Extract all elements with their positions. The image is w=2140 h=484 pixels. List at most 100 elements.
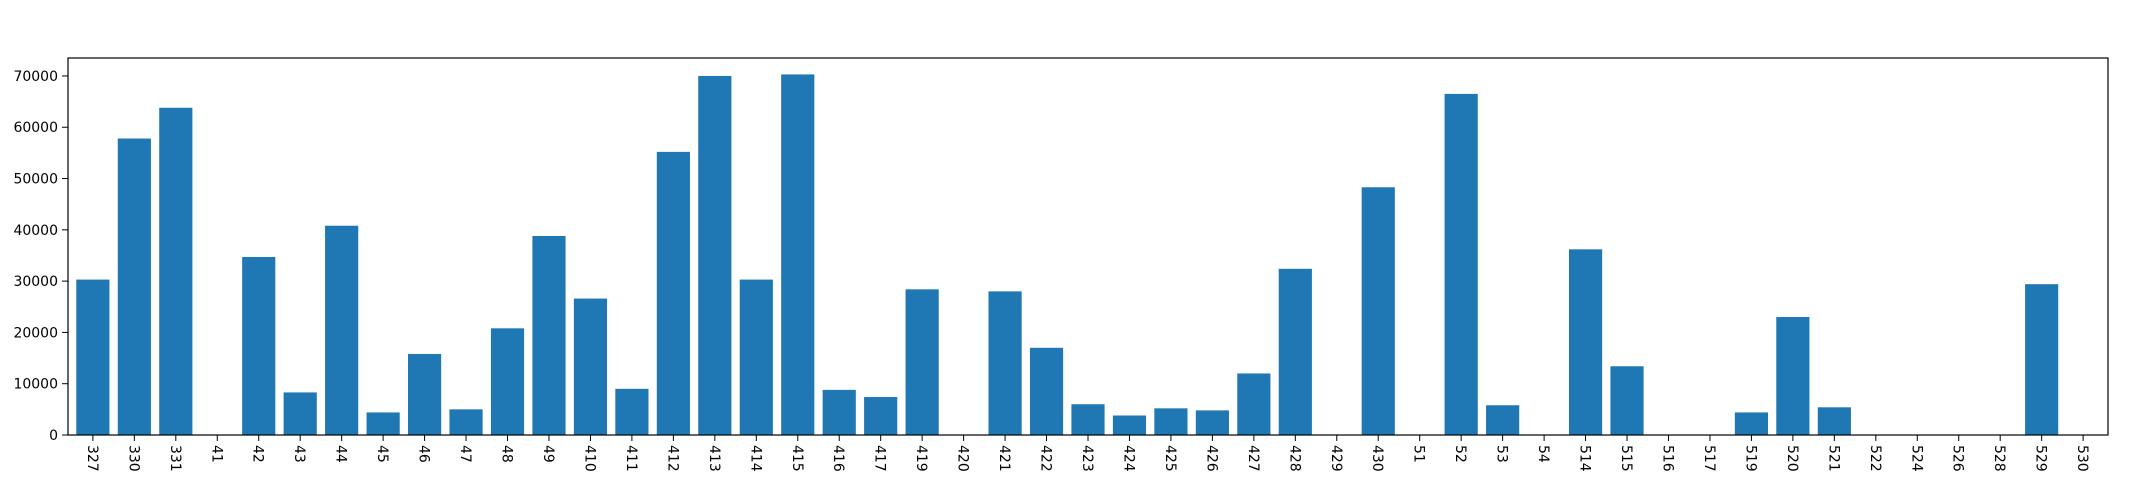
y-tick-label: 30000 [13,274,58,290]
bar-417 [864,397,898,435]
x-tick-label: 47 [457,445,473,463]
bar-331 [159,107,193,436]
x-tick-label: 415 [789,445,805,472]
bar-416 [822,389,856,435]
bar-46 [408,353,442,435]
x-tick-label: 426 [1203,445,1219,472]
x-tick-label: 411 [623,445,639,472]
x-tick-label: 41 [208,445,224,463]
x-tick-label: 53 [1494,445,1510,463]
bar-413 [698,75,732,435]
bar-47 [449,409,483,435]
bar-48 [490,328,525,435]
bar-415 [781,74,815,435]
bar-419 [905,289,939,435]
x-tick-label: 529 [2033,445,2049,472]
x-tick-label: 424 [1120,445,1136,472]
x-tick-label: 522 [1867,445,1883,472]
x-tick-label: 520 [1784,445,1800,472]
x-tick-label: 45 [374,445,390,463]
bar-44 [325,225,359,435]
x-tick-label: 428 [1286,445,1302,472]
x-tick-label: 422 [1038,445,1054,472]
x-tick-label: 516 [1659,445,1675,472]
y-tick-label: 60000 [13,120,58,136]
bar-430 [1361,187,1395,435]
y-tick-label: 10000 [13,377,58,393]
x-tick-label: 519 [1742,445,1758,472]
bar-45 [366,412,400,435]
x-tick-label: 419 [913,445,929,472]
x-tick-label: 413 [706,445,722,472]
x-tick-label: 51 [1411,445,1427,463]
bar-428 [1278,268,1312,435]
bar-42 [242,257,276,435]
x-tick-label: 42 [250,445,266,463]
bar-422 [1029,347,1064,435]
bar-520 [1776,317,1810,435]
bar-423 [1071,404,1105,435]
bar-52 [1444,93,1478,436]
x-tick-label: 52 [1452,445,1468,463]
x-tick-label: 417 [872,445,888,472]
y-tick-label: 70000 [13,69,58,85]
x-tick-label: 514 [1577,445,1593,472]
x-tick-label: 330 [125,445,141,472]
x-tick-label: 517 [1701,445,1717,472]
x-tick-label: 48 [499,445,515,463]
bar-43 [283,392,317,435]
bar-53 [1486,405,1520,435]
bar-414 [739,279,773,435]
x-tick-label: 49 [540,445,556,463]
x-tick-label: 416 [830,445,846,472]
x-tick-label: 331 [167,445,183,472]
x-tick-label: 524 [1908,445,1924,472]
bar-410 [573,298,608,435]
bar-412 [656,151,690,436]
x-tick-label: 526 [1950,445,1966,472]
bar-411 [615,388,649,435]
y-tick-label: 20000 [13,325,58,341]
y-tick-label: 0 [49,428,58,444]
x-tick-label: 414 [747,445,763,472]
y-tick-label: 50000 [13,172,58,188]
x-tick-label: 427 [1245,445,1261,472]
bar-426 [1195,410,1229,435]
bar-529 [2025,284,2059,435]
bar-425 [1154,408,1188,435]
x-axis: 327 330 331 41 42 43 44 45 46 47 48 49 410 411 412 413 4… [84,435,2090,472]
bar-327 [76,279,110,435]
bar-427 [1237,373,1271,435]
bar-521 [1817,407,1851,435]
x-tick-label: 528 [1991,445,2007,472]
x-tick-label: 430 [1369,445,1385,472]
x-tick-label: 412 [664,445,680,472]
bar-49 [532,235,566,435]
x-tick-label: 44 [333,445,349,463]
plot-frame [67,57,2109,436]
x-tick-label: 420 [955,445,971,472]
x-tick-label: 421 [996,445,1012,472]
y-axis: 0 10000 20000 30000 40000 50000 60000 70000 [13,69,68,444]
x-tick-label: 425 [1162,445,1178,472]
x-tick-label: 54 [1535,445,1551,463]
x-tick-label: 530 [2074,445,2090,472]
x-tick-label: 521 [1825,445,1841,472]
bar-424 [1112,415,1147,435]
x-tick-label: 429 [1328,445,1344,472]
bar-514 [1568,249,1603,435]
x-tick-label: 515 [1618,445,1634,472]
bar-421 [988,291,1022,435]
x-tick-label: 423 [1079,445,1095,472]
bar-519 [1734,412,1768,435]
y-tick-label: 40000 [13,223,58,239]
bar-330 [117,138,151,436]
bars-group [76,74,2059,436]
bar-515 [1610,366,1644,435]
x-tick-label: 43 [291,445,307,463]
x-tick-label: 410 [581,445,597,472]
x-tick-label: 327 [84,445,100,472]
x-tick-label: 46 [416,445,432,463]
